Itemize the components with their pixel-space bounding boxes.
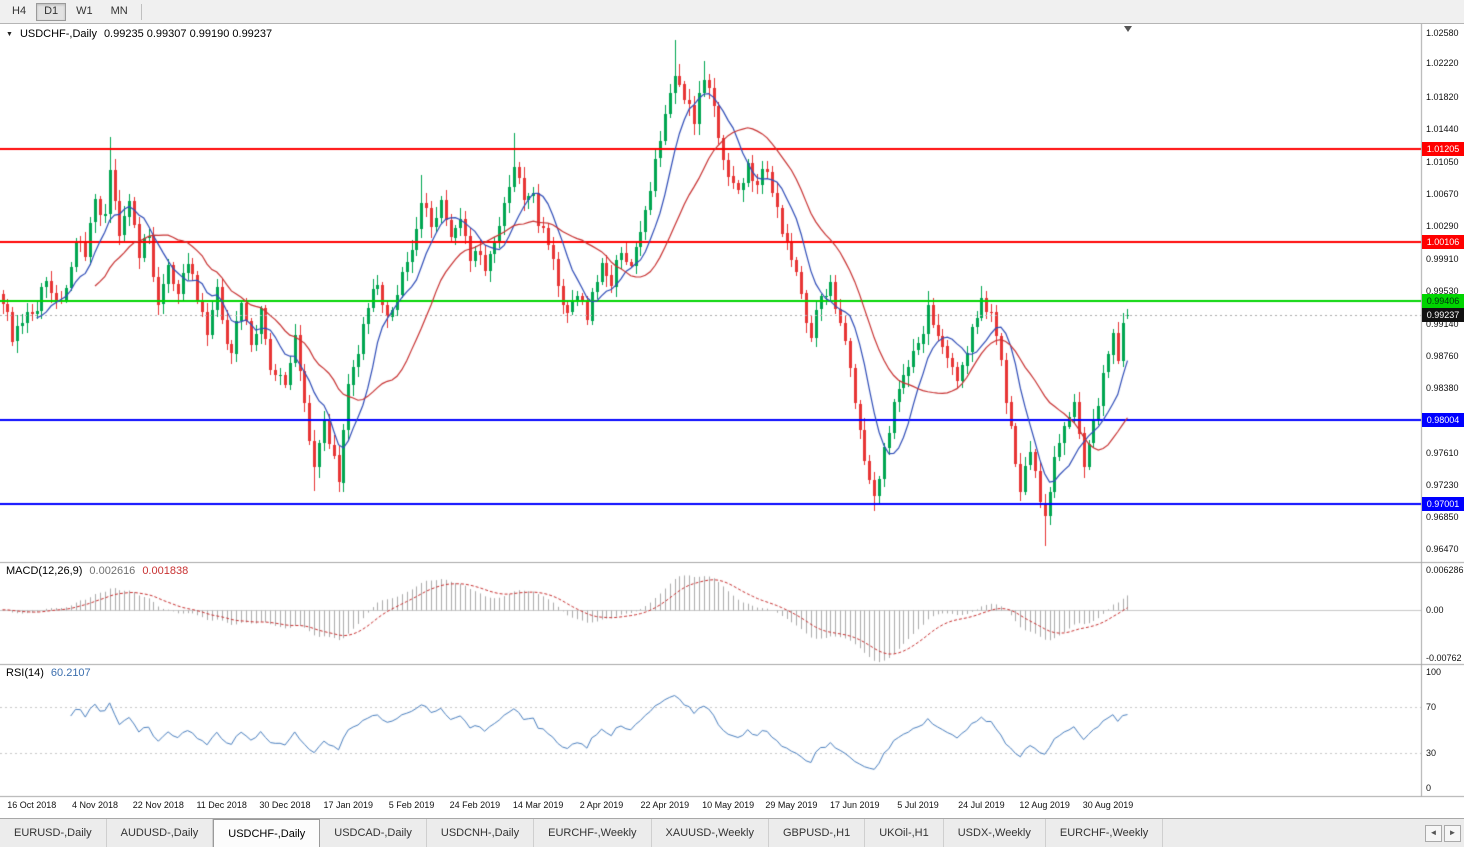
timeframe-toolbar: H4 D1 W1 MN bbox=[0, 0, 1464, 24]
chart-tab-usdcnh-daily[interactable]: USDCNH-,Daily bbox=[426, 819, 535, 847]
timeframe-button-group: H4 D1 W1 MN bbox=[4, 2, 136, 21]
chart-tab-eurchf-weekly[interactable]: EURCHF-,Weekly bbox=[1045, 819, 1164, 847]
chart-tab-eurchf-weekly[interactable]: EURCHF-,Weekly bbox=[534, 819, 652, 847]
chart-area[interactable]: ▼ USDCHF-,Daily 0.99235 0.99307 0.99190 … bbox=[0, 24, 1464, 818]
price-chart-canvas[interactable] bbox=[0, 24, 1464, 818]
chart-tab-usdx-weekly[interactable]: USDX-,Weekly bbox=[943, 819, 1046, 847]
chart-tab-ukoil-h1[interactable]: UKOil-,H1 bbox=[865, 819, 944, 847]
chart-tab-bar: EURUSD-,Daily AUDUSD-,Daily USDCHF-,Daily U… bbox=[0, 818, 1464, 847]
tab-scroll-right-icon[interactable]: ► bbox=[1444, 824, 1461, 842]
timeframe-button-h4[interactable]: H4 bbox=[4, 3, 34, 21]
chart-tab-audusd-daily[interactable]: AUDUSD-,Daily bbox=[106, 819, 214, 847]
timeframe-button-d1[interactable]: D1 bbox=[36, 2, 67, 21]
toolbar-separator bbox=[140, 3, 142, 20]
chart-tab-xauusd-weekly[interactable]: XAUUSD-,Weekly bbox=[651, 819, 769, 847]
chart-tab-usdchf-daily[interactable]: USDCHF-,Daily bbox=[213, 819, 321, 847]
chart-tab-gbpusd-h1[interactable]: GBPUSD-,H1 bbox=[768, 819, 866, 847]
tabs-container: EURUSD-,Daily AUDUSD-,Daily USDCHF-,Daily U… bbox=[0, 819, 1164, 847]
timeframe-button-w1[interactable]: W1 bbox=[68, 3, 101, 21]
timeframe-button-mn[interactable]: MN bbox=[103, 3, 136, 21]
tab-scroll-arrows: ◄ ► bbox=[1423, 819, 1464, 847]
chart-tab-eurusd-daily[interactable]: EURUSD-,Daily bbox=[0, 819, 107, 847]
tab-scroll-left-icon[interactable]: ◄ bbox=[1425, 824, 1442, 842]
chart-tab-usdcad-daily[interactable]: USDCAD-,Daily bbox=[320, 819, 427, 847]
